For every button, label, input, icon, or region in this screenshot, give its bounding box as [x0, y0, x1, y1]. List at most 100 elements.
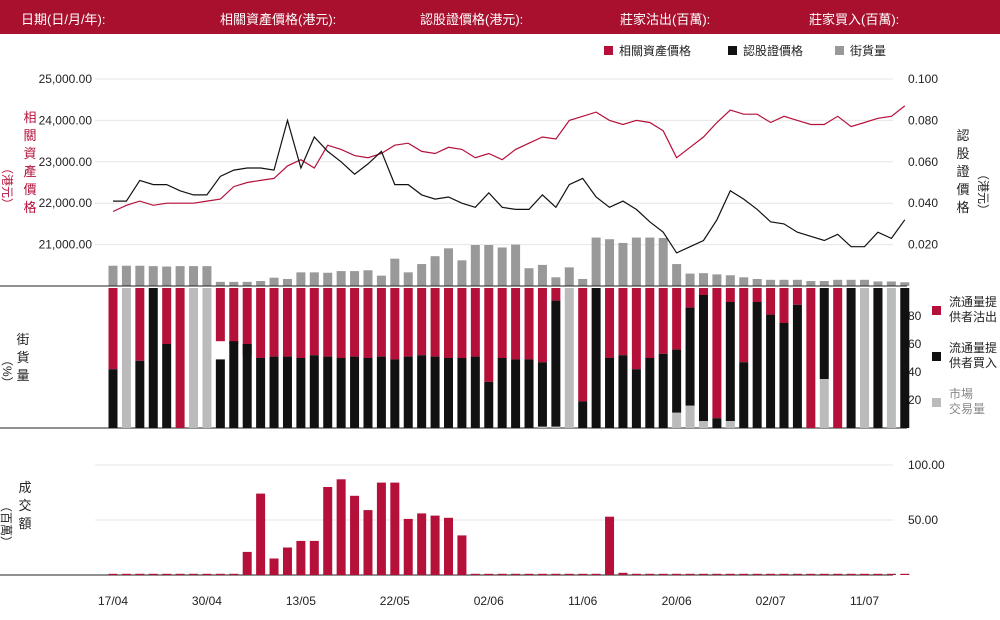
left-axis-tick-label: 24,000.00 [39, 113, 93, 127]
turnover-bar [725, 573, 735, 575]
buy-bar [511, 359, 521, 428]
turnover-bar [698, 573, 708, 575]
buy-bar [336, 358, 346, 428]
turnover-bar [457, 535, 467, 575]
left-axis-tick-label: 23,000.00 [39, 155, 93, 169]
header-buy-label: 莊家買入(百萬): [809, 12, 900, 27]
percent-axis-label-char: 街 [16, 332, 29, 347]
outstanding-bar [363, 270, 373, 286]
buy-bar [819, 288, 829, 379]
outstanding-bar [336, 271, 346, 286]
percent-legend-label: 流通量提 [949, 340, 997, 355]
sell-bar [537, 288, 547, 363]
turnover-bar [806, 573, 816, 575]
turnover-bar [900, 573, 910, 575]
turnover-axis-label-char: 交 [18, 498, 31, 513]
outstanding-bar [256, 281, 266, 286]
buy-bar [444, 358, 453, 428]
turnover-bar [376, 482, 386, 575]
buy-bar [766, 314, 776, 428]
outstanding-bar [430, 256, 440, 286]
turnover-bar [350, 495, 360, 575]
left-axis-label-char: 價 [23, 182, 36, 197]
right-axis-tick-label: 0.020 [908, 238, 938, 252]
turnover-bar [175, 573, 185, 575]
left-axis-label-char: 資 [23, 146, 36, 161]
header-warrant-label: 認股證價格(港元): [420, 12, 524, 27]
buy-bar [739, 362, 749, 428]
left-axis-label-char: 產 [23, 164, 36, 179]
sell-bar [135, 288, 145, 361]
outstanding-bar [605, 239, 615, 286]
legend-swatch [835, 46, 844, 55]
buy-bar [685, 307, 695, 406]
sell-bar [578, 288, 588, 402]
turnover-bar [403, 518, 413, 575]
turnover-bar [296, 540, 306, 575]
right-axis-tick-label: 0.040 [908, 196, 938, 210]
sell-bar [752, 288, 762, 302]
outstanding-bar [846, 279, 856, 286]
turnover-bar [779, 573, 789, 575]
outstanding-bar [202, 266, 212, 286]
market-bar [551, 426, 561, 428]
left-axis-label-char: 格 [23, 200, 36, 215]
percent-axis-unit: （%） [0, 354, 14, 389]
outstanding-bar [242, 281, 252, 286]
turnover-axis-label-char: 成 [18, 480, 31, 495]
outstanding-bar [631, 237, 641, 286]
sell-bar [712, 288, 722, 419]
market-bar [819, 379, 829, 428]
outstanding-bar [524, 268, 534, 286]
percent-legend-swatch [932, 352, 941, 361]
turnover-bar [712, 573, 722, 575]
sell-bar [551, 288, 561, 301]
buy-bar [417, 355, 427, 428]
buy-bar [779, 323, 789, 428]
percent-tick-label: 60 [908, 337, 922, 351]
outstanding-bar [766, 279, 776, 286]
sell-bar [497, 288, 507, 358]
buy-bar [323, 356, 333, 428]
outstanding-bar [833, 279, 843, 286]
turnover-bar [766, 573, 776, 575]
turnover-bar [444, 517, 453, 575]
turnover-bar [860, 573, 870, 575]
market-bar [189, 288, 199, 428]
turnover-bar [269, 558, 279, 575]
outstanding-bar [296, 272, 306, 286]
left-axis-unit: （港元） [0, 162, 14, 210]
outstanding-bar [752, 278, 762, 286]
outstanding-bar [350, 271, 360, 286]
buy-bar [390, 359, 400, 428]
left-axis-tick-label: 25,000.00 [39, 72, 93, 86]
turnover-bar [309, 540, 319, 575]
outstanding-bar [148, 266, 158, 286]
turnover-bar [511, 573, 521, 575]
sell-bar [269, 288, 279, 357]
outstanding-bar [551, 277, 561, 286]
x-tick-label: 22/05 [380, 594, 410, 608]
sell-bar [806, 288, 816, 428]
outstanding-bar [537, 264, 547, 286]
sell-bar [390, 288, 400, 360]
buy-bar [215, 359, 225, 428]
outstanding-bar [591, 237, 601, 286]
left-axis-label-char: 相 [23, 110, 36, 125]
sell-bar [698, 288, 708, 295]
turnover-bar [564, 573, 574, 575]
sell-bar [618, 288, 628, 356]
turnover-bar [282, 547, 292, 575]
turnover-bar [215, 573, 225, 575]
turnover-bar [363, 510, 373, 575]
turnover-bar [189, 573, 199, 575]
buy-bar [470, 356, 480, 428]
buy-bar [108, 369, 118, 428]
sell-bar [833, 288, 843, 428]
sell-bar [484, 288, 494, 382]
turnover-bar [162, 573, 172, 575]
outstanding-bar [564, 267, 574, 286]
sell-bar [108, 288, 118, 370]
header-underlying-label: 相關資產價格(港元): [220, 12, 337, 27]
